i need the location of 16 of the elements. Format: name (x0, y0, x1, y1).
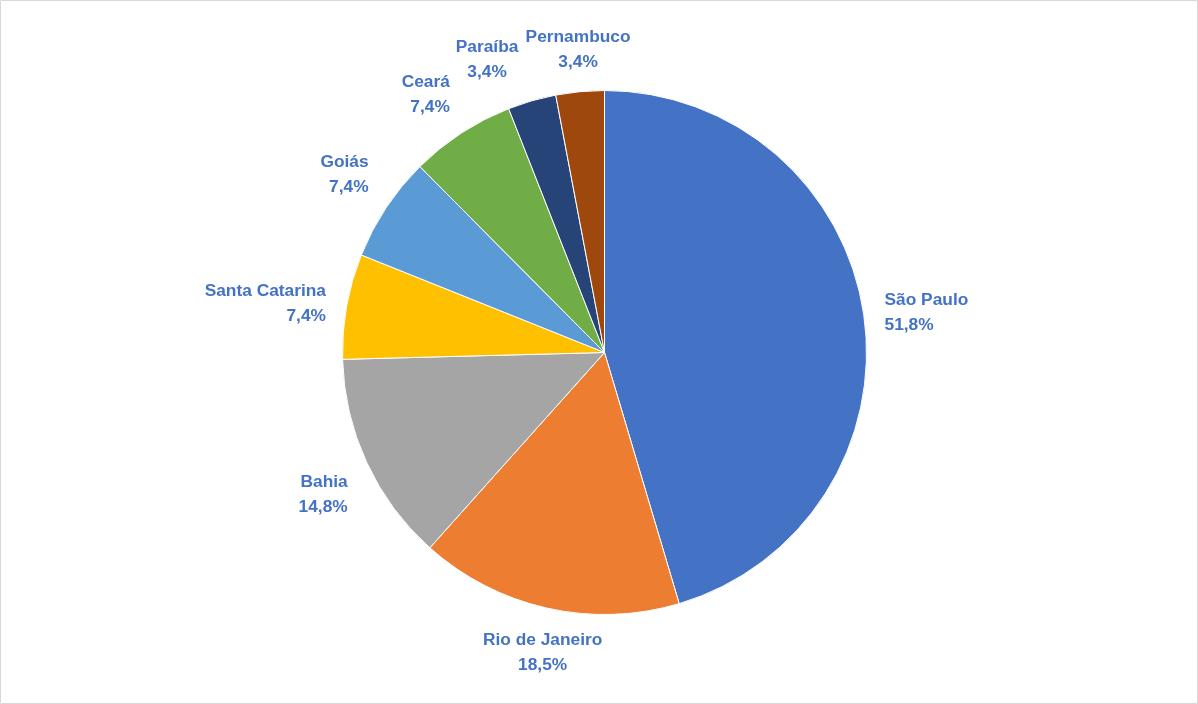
data-label: 7,4% (410, 95, 450, 116)
slice-label: Rio de Janeiro (482, 628, 603, 649)
data-label: 3,4% (558, 50, 598, 71)
data-label: 14,8% (298, 496, 348, 517)
slice-label: Bahia (300, 471, 349, 492)
slice-label: Ceará (401, 70, 451, 91)
slice-label: Pernambuco (525, 25, 631, 46)
slice-label: Santa Catarina (204, 280, 327, 301)
slice-label: Goiás (320, 151, 369, 172)
data-label: 18,5% (518, 653, 568, 674)
slice-label: São Paulo (884, 289, 969, 310)
data-label: 51,8% (884, 314, 934, 335)
slice-label: Paraíba (455, 35, 519, 56)
data-label: 3,4% (467, 60, 507, 81)
data-label: 7,4% (286, 305, 326, 326)
data-label: 7,4% (329, 176, 369, 197)
